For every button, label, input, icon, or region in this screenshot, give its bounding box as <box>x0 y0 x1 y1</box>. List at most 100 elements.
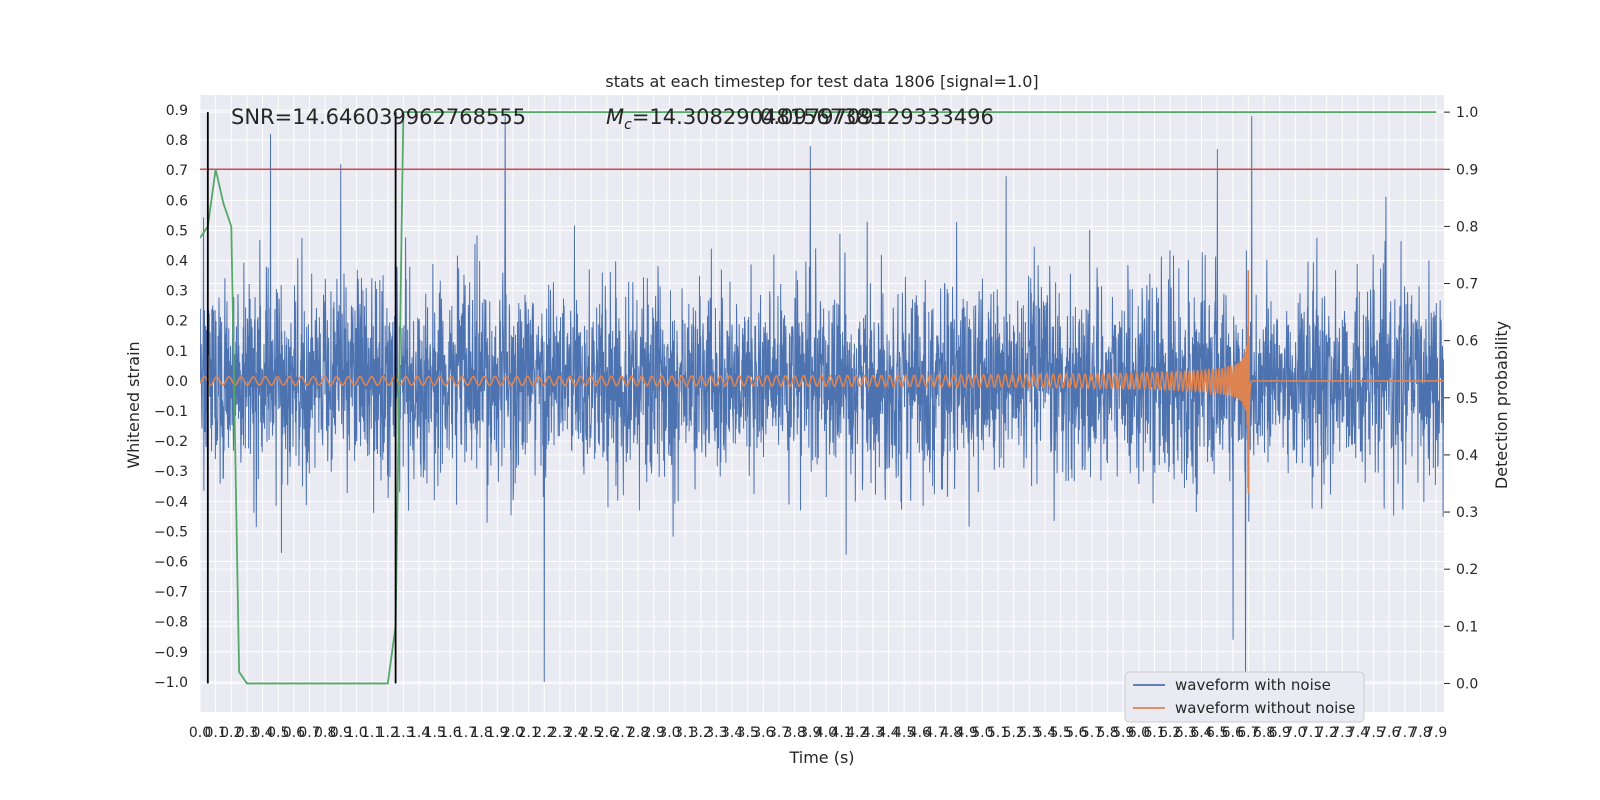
y-tick-label: −0.3 <box>154 464 188 480</box>
x-tick-label: 5.6 <box>1065 725 1087 741</box>
x-tick-label: 3.9 <box>799 725 821 741</box>
y-tick-labels-right: 1.0 0.9 0.8 0.7 0.6 0.5 0.4 0.3 0.2 0.1 0.0 <box>1444 105 1478 692</box>
x-tick-label: 2.1 <box>517 725 539 741</box>
x-tick-label: 2.2 <box>533 725 555 741</box>
y-tick-label-right: 0.7 <box>1456 277 1478 293</box>
y-tick-label-right: 0.9 <box>1456 162 1478 178</box>
x-tick-label: 1.2 <box>377 725 399 741</box>
x-tick-label: 0.2 <box>220 725 242 741</box>
x-axis-label: Time (s) <box>788 748 854 767</box>
x-tick-label: 4.1 <box>830 725 852 741</box>
x-tick-label: 1.6 <box>439 725 461 741</box>
x-tick-label: 2.5 <box>580 725 602 741</box>
x-tick-label: 3.3 <box>705 725 727 741</box>
x-tick-label: 5.0 <box>971 725 993 741</box>
x-tick-label: 1.4 <box>408 725 430 741</box>
y-tick-label: −0.9 <box>154 645 188 661</box>
y-tick-label: 0.9 <box>166 103 188 119</box>
y-tick-label: 0.4 <box>166 254 188 270</box>
x-tick-label: 0.1 <box>205 725 227 741</box>
x-tick-label: 1.5 <box>424 725 446 741</box>
x-tick-label: 7.3 <box>1331 725 1353 741</box>
x-tick-label: 6.4 <box>1190 725 1212 741</box>
x-tick-label: 3.7 <box>768 725 790 741</box>
x-tick-label: 6.2 <box>1159 725 1181 741</box>
x-tick-label: 2.9 <box>643 725 665 741</box>
y-tick-label: 0.1 <box>166 344 188 360</box>
x-tick-label: 2.3 <box>549 725 571 741</box>
y-tick-label-right: 0.8 <box>1456 219 1478 235</box>
legend-label-waveform-without-noise: waveform without noise <box>1175 699 1355 717</box>
y-axis-label-right: Detection probability <box>1492 321 1511 489</box>
chirp-mass-value: =14.308290481567383 <box>632 105 883 129</box>
x-tick-label: 1.8 <box>471 725 493 741</box>
x-tick-label: 7.8 <box>1409 725 1431 741</box>
x-tick-label: 7.7 <box>1394 725 1416 741</box>
y-tick-label-right: 0.5 <box>1456 391 1478 407</box>
x-tick-label: 0.8 <box>314 725 336 741</box>
x-tick-label: 2.4 <box>564 725 586 741</box>
y-tick-label: 0.8 <box>166 133 188 149</box>
x-tick-labels: 0.00.10.20.30.40.50.60.70.80.91.01.11.21… <box>189 725 1447 741</box>
y-tick-label: −0.4 <box>154 494 188 510</box>
x-tick-label: 7.1 <box>1300 725 1322 741</box>
x-tick-label: 2.8 <box>627 725 649 741</box>
y-tick-label-right: 1.0 <box>1456 105 1478 121</box>
x-tick-label: 7.0 <box>1284 725 1306 741</box>
x-tick-label: 0.5 <box>267 725 289 741</box>
x-tick-label: 7.9 <box>1425 725 1447 741</box>
x-tick-label: 0.9 <box>330 725 352 741</box>
x-tick-label: 2.7 <box>611 725 633 741</box>
x-tick-label: 4.5 <box>893 725 915 741</box>
legend-label-waveform-with-noise: waveform with noise <box>1175 676 1331 694</box>
legend: waveform with noise waveform without noi… <box>1124 671 1365 723</box>
y-tick-label-right: 0.0 <box>1456 676 1478 692</box>
x-tick-label: 2.0 <box>502 725 524 741</box>
x-tick-label: 0.7 <box>298 725 320 741</box>
x-tick-label: 5.5 <box>1049 725 1071 741</box>
x-tick-label: 4.0 <box>815 725 837 741</box>
x-tick-label: 7.5 <box>1362 725 1384 741</box>
x-tick-label: 5.1 <box>987 725 1009 741</box>
x-tick-label: 6.3 <box>1175 725 1197 741</box>
x-tick-label: 3.2 <box>690 725 712 741</box>
x-tick-label: 6.7 <box>1237 725 1259 741</box>
x-tick-label: 4.3 <box>862 725 884 741</box>
x-tick-label: 3.8 <box>783 725 805 741</box>
y-tick-label: −0.1 <box>154 404 188 420</box>
x-tick-label: 6.9 <box>1269 725 1291 741</box>
x-tick-label: 0.3 <box>236 725 258 741</box>
y-tick-label: −0.8 <box>154 615 188 631</box>
x-tick-label: 1.0 <box>345 725 367 741</box>
x-tick-label: 6.1 <box>1143 725 1165 741</box>
chart-title: stats at each timestep for test data 180… <box>605 72 1038 91</box>
x-tick-label: 7.2 <box>1316 725 1338 741</box>
x-tick-label: 3.4 <box>721 725 743 741</box>
probability-annotation: 0.0979709129333496 <box>760 105 994 129</box>
series-waveform-without-noise <box>200 270 1444 494</box>
x-tick-label: 4.4 <box>877 725 899 741</box>
x-tick-label: 6.5 <box>1206 725 1228 741</box>
y-tick-label: 0.0 <box>166 374 188 390</box>
x-tick-label: 5.3 <box>1018 725 1040 741</box>
y-tick-label: 0.3 <box>166 284 188 300</box>
x-tick-label: 4.8 <box>940 725 962 741</box>
x-tick-label: 6.0 <box>1128 725 1150 741</box>
y-tick-label: −0.5 <box>154 524 188 540</box>
x-tick-label: 1.1 <box>361 725 383 741</box>
x-tick-label: 5.9 <box>1112 725 1134 741</box>
y-tick-label: −0.6 <box>154 555 188 571</box>
vertical-markers <box>206 112 397 684</box>
series-layer <box>200 111 1444 697</box>
x-tick-label: 1.3 <box>392 725 414 741</box>
x-tick-label: 0.0 <box>189 725 211 741</box>
x-tick-label: 4.9 <box>956 725 978 741</box>
x-tick-label: 4.7 <box>924 725 946 741</box>
y-tick-label-right: 0.2 <box>1456 562 1478 578</box>
y-tick-label-right: 0.1 <box>1456 619 1478 635</box>
chirp-mass-annotation: Mc=14.308290481567383 <box>606 105 883 133</box>
y-tick-label: 0.6 <box>166 193 188 209</box>
x-tick-label: 4.6 <box>909 725 931 741</box>
y-tick-label: −1.0 <box>154 675 188 691</box>
